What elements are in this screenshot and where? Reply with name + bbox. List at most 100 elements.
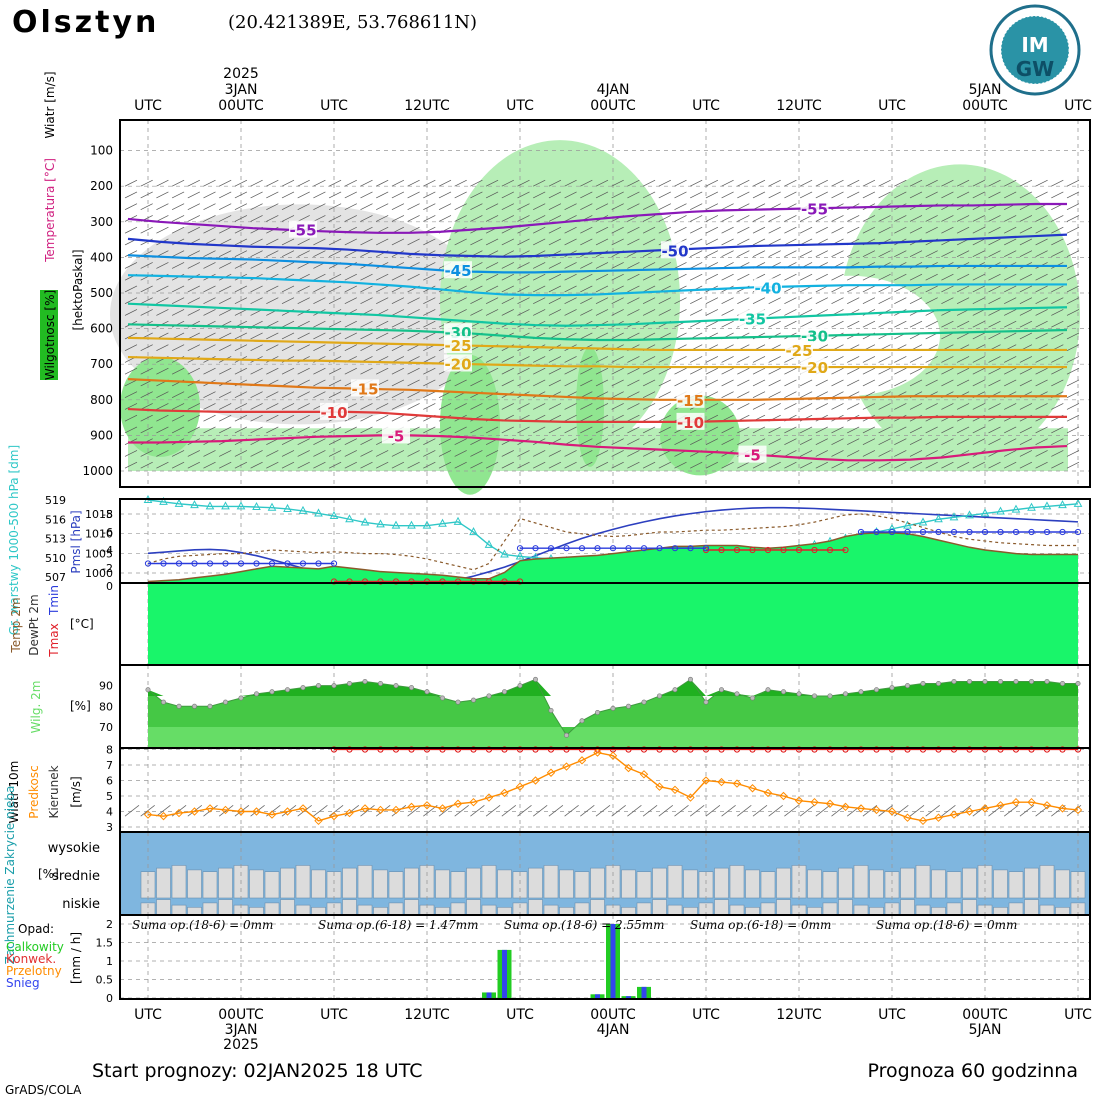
wind-barb <box>470 450 483 457</box>
precip-legend-item: Calkowity <box>6 940 64 954</box>
wind-barb <box>831 285 844 293</box>
isotherm-label: -20 <box>801 359 828 377</box>
wind-barb <box>187 461 200 469</box>
wind-barb <box>627 285 640 293</box>
wind-direction-barb <box>689 804 705 817</box>
wind-barb <box>344 191 357 199</box>
wind-barb <box>407 379 420 387</box>
wind-barb <box>281 391 295 398</box>
thickness-marker <box>422 520 432 529</box>
wind-speed-marker <box>267 810 277 819</box>
humidity-marker <box>207 703 213 709</box>
gust-marker <box>687 746 694 753</box>
wind-barb <box>438 403 452 410</box>
date-label-bottom: 4JAN <box>597 1022 630 1038</box>
thickness-marker <box>903 520 912 529</box>
wind-barb <box>642 273 656 281</box>
wind-barb <box>642 450 656 457</box>
wind-barb <box>250 414 263 422</box>
cloud-bar-low <box>745 906 760 916</box>
wind-barb <box>156 285 169 293</box>
gust-marker <box>1028 746 1035 753</box>
wind-barb <box>894 191 907 199</box>
wind-barb <box>219 426 232 434</box>
wind-barb <box>313 450 326 457</box>
wind-barb <box>878 273 891 281</box>
gust-marker <box>780 746 787 753</box>
wind-barb <box>721 438 734 445</box>
wind-barb <box>171 191 185 199</box>
cloud-bar-low <box>528 899 543 916</box>
wind-barb <box>768 309 781 316</box>
cloud-bar-low <box>822 902 838 916</box>
wind-barb <box>642 297 656 304</box>
imgw-logo: IM GW <box>989 4 1081 96</box>
wind-direction-barb <box>454 804 469 817</box>
wind-barb <box>878 403 891 410</box>
wind-barb <box>124 203 138 211</box>
wind-barb <box>674 379 687 387</box>
wind-barb <box>266 426 279 434</box>
wind-barb <box>658 215 671 222</box>
wind-barb <box>407 450 420 457</box>
cloud-bar-medium <box>652 867 667 899</box>
thickness-marker <box>1027 502 1036 511</box>
isotherm-label: -25 <box>785 342 812 360</box>
wind-barb <box>297 379 310 387</box>
wind-barb <box>799 391 813 398</box>
tmin2-marker <box>547 545 555 552</box>
tmin2-marker <box>516 545 524 552</box>
wind-barb <box>328 426 342 434</box>
pressure-tick: 200 <box>90 179 113 193</box>
precip-bar-snow <box>486 992 492 999</box>
wind-barb <box>737 438 750 445</box>
wind-barb <box>313 238 326 246</box>
wind-barb <box>533 285 546 293</box>
wind-barb <box>1019 250 1033 258</box>
wind-barb <box>941 297 954 304</box>
pressure-tick: 700 <box>90 357 113 371</box>
wind-barb <box>925 403 938 410</box>
humidity-marker <box>486 693 492 699</box>
wind-barb <box>1066 438 1080 445</box>
temperature-line <box>147 532 1078 583</box>
wind-barb <box>219 450 232 457</box>
wind-barb <box>752 461 766 469</box>
gust-marker <box>578 746 586 753</box>
wind-barb <box>234 285 248 293</box>
wind-barb <box>517 450 530 457</box>
wind-barb <box>344 238 357 246</box>
wind-barb <box>956 285 970 293</box>
wind-barb <box>988 332 1001 340</box>
cloud-bar-medium <box>342 867 357 899</box>
wind-barb <box>894 226 907 234</box>
humidity-marker <box>935 681 941 687</box>
wind-barb <box>438 179 452 187</box>
gust-marker <box>330 746 338 753</box>
wind-barb <box>580 273 593 281</box>
wind-tick: 6 <box>106 775 113 788</box>
cloud-bar-low <box>373 906 388 916</box>
wind-barb <box>407 332 420 340</box>
wind-barb <box>1066 426 1080 434</box>
wind-barb <box>281 250 295 258</box>
tmax2-marker <box>795 546 803 554</box>
wind-barb <box>768 297 781 304</box>
wind-barb <box>1019 367 1033 375</box>
wind-barb <box>219 238 232 246</box>
wind-barb <box>281 191 295 199</box>
wind-barb <box>611 203 624 211</box>
cloud-bar-medium <box>946 871 962 899</box>
wind-barb <box>454 461 467 469</box>
precip-sum-label: Suma op.(6-18) = 0mm <box>690 918 831 932</box>
wind-barb <box>1066 391 1080 398</box>
thickness-marker <box>918 517 928 526</box>
wind-barb <box>407 320 420 328</box>
wind-barb <box>862 320 876 328</box>
wind-direction-barb <box>218 804 234 817</box>
isotherm-label-bg <box>800 199 829 217</box>
wind-barb <box>328 191 342 199</box>
wind-barb <box>533 238 546 246</box>
wind-barb <box>360 344 373 351</box>
wind-barb <box>580 461 593 469</box>
